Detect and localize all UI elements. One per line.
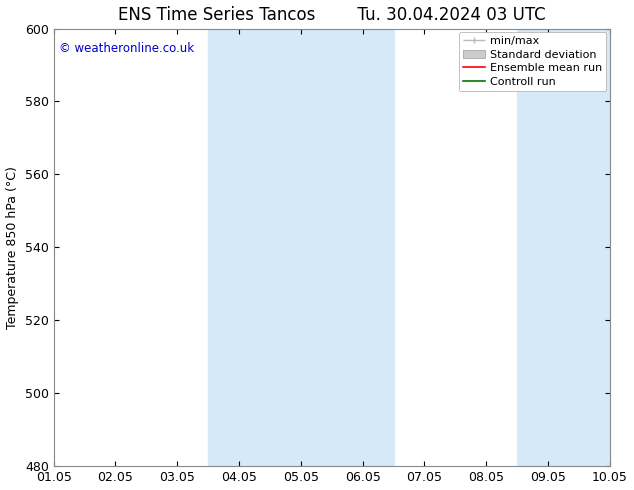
Text: © weatheronline.co.uk: © weatheronline.co.uk (59, 42, 195, 55)
Y-axis label: Temperature 850 hPa (°C): Temperature 850 hPa (°C) (6, 166, 19, 329)
Legend: min/max, Standard deviation, Ensemble mean run, Controll run: min/max, Standard deviation, Ensemble me… (458, 32, 607, 91)
Title: ENS Time Series Tancos        Tu. 30.04.2024 03 UTC: ENS Time Series Tancos Tu. 30.04.2024 03… (118, 6, 545, 24)
Bar (517, 28, 634, 466)
Bar (208, 28, 394, 466)
